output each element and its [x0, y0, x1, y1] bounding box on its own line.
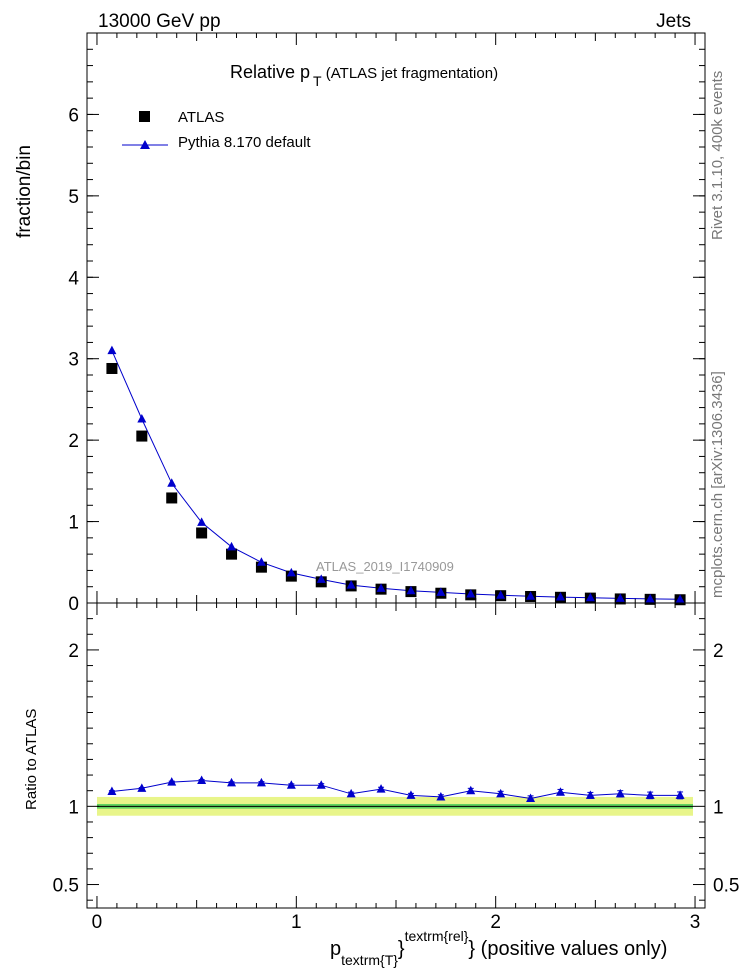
ratio-x-axis: 0 1 2 3 [92, 603, 701, 933]
ratio-point [526, 793, 536, 803]
header-left: 13000 GeV pp [98, 11, 221, 32]
ratio-y-tick-label-right: 2 [713, 641, 724, 662]
atlas-point [136, 430, 148, 442]
ratio-y-tick-label: 0.5 [53, 876, 79, 897]
top-data-marks [106, 345, 686, 606]
pythia-point [137, 413, 147, 423]
top-y-axis-label: fraction/bin [14, 145, 35, 238]
atlas-point [196, 527, 208, 539]
ratio-point [256, 777, 266, 787]
atlas-point [106, 362, 118, 374]
ratio-line [111, 779, 681, 800]
x-tick-label: 1 [291, 912, 302, 933]
legend: ATLAS Pythia 8.170 default [122, 109, 311, 151]
atlas-point [226, 548, 238, 560]
pythia-point [615, 593, 625, 602]
pythia-point [316, 574, 326, 583]
top-y-tick-label: 4 [68, 268, 79, 289]
side-label-top: Rivet 3.1.10, 400k events [709, 71, 726, 240]
x-tick-label: 0 [92, 912, 103, 933]
pythia-point [286, 567, 296, 577]
ratio-point [376, 784, 386, 793]
top-y-tick-label: 1 [68, 513, 79, 534]
top-y-tick-label: 2 [68, 431, 79, 452]
ratio-point [496, 788, 506, 798]
pythia-point [585, 592, 595, 602]
pythia-point [496, 590, 506, 599]
ratio-point [167, 777, 177, 786]
legend-pythia-marker [140, 140, 150, 149]
pythia-point [645, 593, 655, 603]
pythia-point [227, 541, 237, 551]
ratio-point [406, 790, 416, 799]
pythia-point [675, 594, 685, 603]
top-y-tick-label: 5 [68, 187, 79, 208]
pythia-point [107, 345, 117, 355]
pythia-point [167, 478, 177, 487]
pythia-point [436, 587, 446, 596]
ratio-point [436, 791, 446, 801]
pythia-point [256, 557, 266, 566]
pythia-point [197, 517, 207, 526]
top-y-tick-label: 3 [68, 350, 79, 371]
pythia-point [376, 583, 386, 592]
atlas-point [255, 561, 267, 573]
ratio-panel-frame [86, 602, 706, 909]
x-tick-label: 3 [690, 912, 701, 933]
top-y-axis: 0 1 2 3 4 5 6 [68, 32, 705, 615]
ratio-y-tick-label-right: 1 [713, 797, 724, 818]
ratio-y-axis-label: Ratio to ATLAS [23, 709, 40, 810]
top-y-tick-label: 6 [68, 105, 79, 126]
ratio-y-axis: 0.5 0.5 1 1 2 2 [53, 618, 739, 901]
top-y-tick-label: 0 [68, 594, 79, 615]
pythia-point [466, 589, 476, 598]
pythia-point [346, 580, 356, 589]
legend-atlas-marker [139, 111, 150, 122]
ratio-point [227, 777, 237, 787]
ratio-point [316, 780, 326, 789]
ratio-point [555, 787, 565, 796]
legend-atlas-label: ATLAS [178, 109, 224, 126]
ratio-point [346, 788, 356, 798]
ratio-point [286, 780, 296, 789]
pythia-point [555, 592, 565, 601]
header-right: Jets [656, 11, 691, 32]
ratio-y-tick-label: 2 [68, 641, 79, 662]
ratio-point [107, 786, 117, 795]
x-tick-label: 2 [490, 912, 501, 933]
ratio-point [675, 790, 685, 799]
ratio-uncertainty-band [97, 796, 693, 816]
ratio-data-marks [107, 775, 685, 803]
analysis-watermark: ATLAS_2019_I1740909 [316, 559, 454, 574]
atlas-point [166, 492, 178, 504]
pythia-point [406, 585, 416, 595]
pythia-point [526, 591, 536, 600]
side-label-bottom: mcplots.cern.ch [arXiv:1306.3436] [709, 371, 726, 598]
ratio-y-tick-label: 1 [68, 797, 79, 818]
ratio-point [137, 783, 147, 792]
ratio-point [615, 788, 625, 798]
ratio-point [585, 790, 595, 799]
ratio-point [197, 775, 207, 785]
x-axis-label: ptextrm{T}}textrm{rel}} (positive values… [330, 928, 667, 968]
ratio-point [466, 785, 476, 795]
ratio-y-tick-label-right: 0.5 [713, 876, 739, 897]
legend-pythia-label: Pythia 8.170 default [178, 134, 311, 151]
ratio-point [645, 790, 655, 799]
